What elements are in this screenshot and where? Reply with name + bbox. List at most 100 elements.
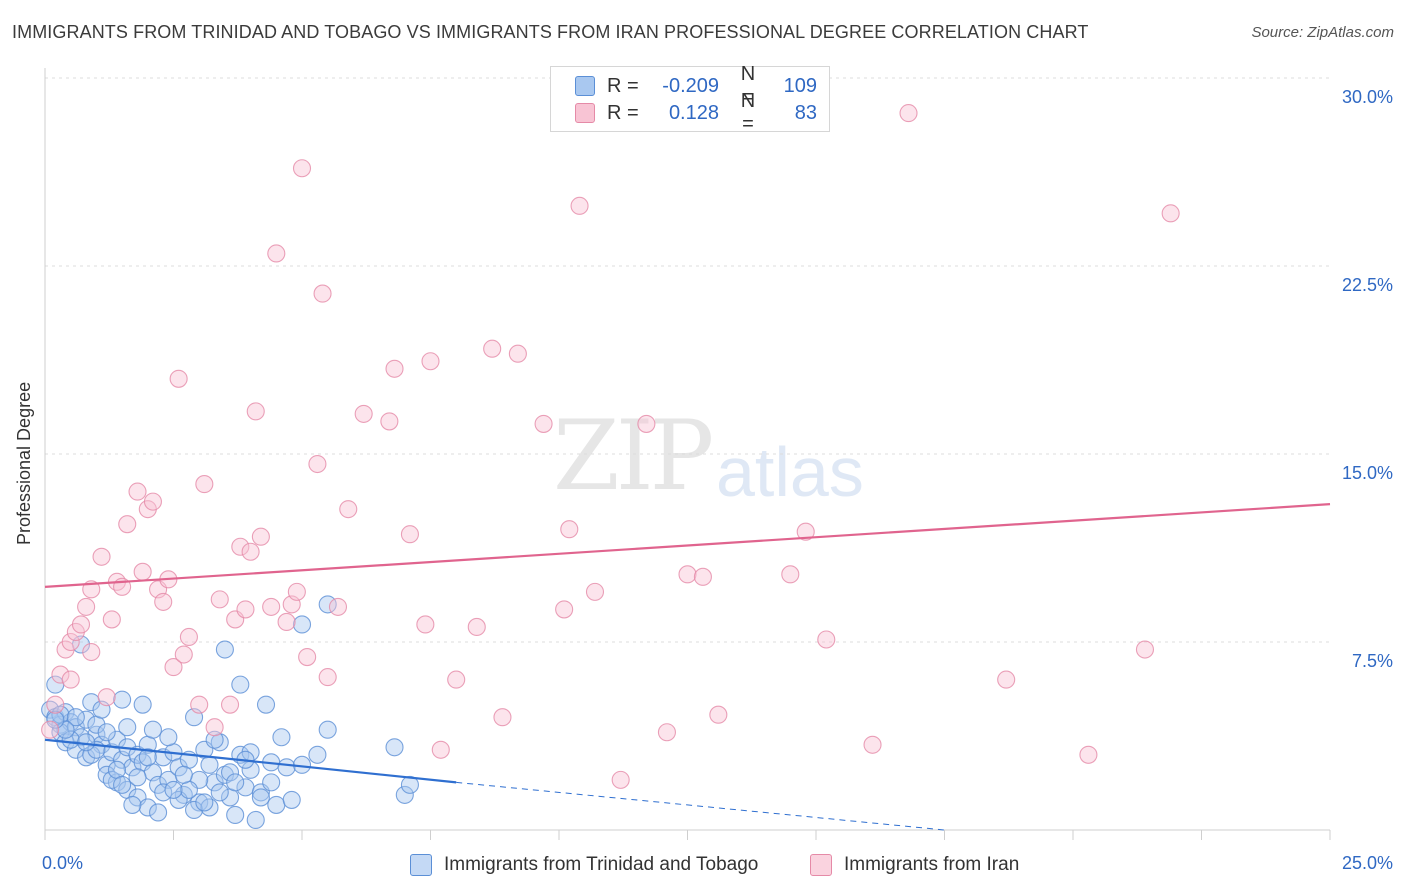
legend-r-label: R =	[607, 74, 639, 97]
chart-title: IMMIGRANTS FROM TRINIDAD AND TOBAGO VS I…	[12, 22, 1089, 42]
point-iran	[143, 492, 162, 511]
point-iran	[102, 610, 121, 629]
point-iran	[236, 600, 255, 619]
point-iran	[154, 592, 173, 611]
point-iran	[71, 615, 91, 634]
point-trinidad	[77, 710, 96, 729]
point-trinidad	[46, 710, 65, 729]
point-trinidad	[200, 755, 219, 774]
point-iran	[92, 547, 111, 566]
point-iran	[570, 196, 589, 215]
point-iran	[246, 402, 265, 421]
point-iran	[220, 695, 240, 714]
point-trinidad	[395, 785, 414, 804]
point-trinidad	[138, 748, 157, 767]
point-iran	[1161, 204, 1180, 223]
x-tick-label: 25.0%	[1342, 853, 1393, 873]
point-iran	[447, 670, 466, 689]
y-axis-label: Professional Degree	[14, 381, 34, 545]
point-trinidad	[118, 718, 137, 737]
point-iran	[298, 647, 317, 667]
point-iran	[231, 537, 250, 556]
legend-row-trinidad: R = -0.209 N = 109	[575, 63, 817, 108]
point-iran	[328, 597, 348, 616]
source-label: Source: ZipAtlas.com	[1251, 24, 1394, 41]
point-iran	[262, 597, 281, 616]
point-iran	[483, 339, 502, 358]
point-trinidad	[107, 773, 127, 792]
point-trinidad	[174, 765, 193, 784]
point-iran	[118, 515, 137, 534]
point-trinidad	[210, 783, 229, 802]
point-iran	[190, 695, 209, 714]
legend-item-trinidad[interactable]: Immigrants from Trinidad and Tobago	[410, 851, 758, 879]
point-iran	[508, 344, 527, 363]
point-iran	[179, 627, 198, 647]
point-trinidad	[174, 785, 193, 804]
point-iran	[380, 412, 399, 431]
legend-row-iran: R = 0.128 N = 83	[575, 90, 817, 135]
point-iran	[277, 612, 296, 631]
point-iran	[863, 735, 882, 754]
legend-r-value-iran: 0.128	[668, 101, 719, 124]
y-tick-label: 7.5%	[1352, 651, 1393, 671]
point-iran	[899, 104, 918, 123]
point-trinidad	[164, 780, 183, 799]
point-trinidad	[318, 720, 337, 739]
point-trinidad	[113, 775, 132, 794]
legend-swatch-trinidad	[575, 76, 595, 96]
point-iran	[611, 770, 630, 789]
point-iran	[693, 567, 712, 586]
point-trinidad	[97, 765, 116, 784]
point-iran	[46, 695, 65, 714]
point-iran	[493, 708, 512, 727]
point-trinidad	[251, 788, 270, 807]
point-trinidad	[61, 730, 80, 749]
point-trinidad	[308, 745, 327, 764]
point-iran	[51, 665, 70, 684]
point-trinidad	[292, 615, 312, 634]
legend-n-value-trinidad: 109	[783, 74, 817, 97]
point-iran	[555, 600, 574, 619]
point-trinidad	[282, 790, 301, 809]
point-trinidad	[179, 780, 198, 799]
point-iran	[77, 597, 96, 616]
point-trinidad	[215, 765, 234, 784]
point-iran	[82, 642, 101, 662]
point-trinidad	[77, 733, 96, 752]
legend-n-label: N =	[740, 63, 756, 108]
point-iran	[416, 615, 435, 634]
point-iran	[781, 565, 800, 584]
legend-item-iran[interactable]: Immigrants from Iran	[810, 851, 1019, 879]
point-trinidad	[143, 720, 162, 739]
trendline-trinidad-extension	[456, 781, 945, 831]
point-iran	[560, 520, 579, 539]
series-legend: Immigrants from Trinidad and Tobago Immi…	[0, 851, 1406, 879]
point-iran	[421, 352, 440, 371]
point-trinidad	[128, 768, 147, 787]
point-iran	[174, 645, 193, 664]
legend-r-value-trinidad: -0.209	[662, 74, 719, 97]
point-iran	[241, 542, 260, 561]
point-trinidad	[138, 798, 157, 817]
watermark-atlas: atlas	[716, 433, 864, 511]
point-trinidad	[318, 595, 337, 614]
legend-r-label: R =	[607, 101, 639, 124]
point-iran	[313, 284, 332, 303]
point-trinidad	[113, 690, 132, 709]
point-trinidad	[400, 775, 419, 794]
legend-n-label: N =	[740, 90, 756, 135]
point-iran	[61, 670, 80, 689]
point-iran	[41, 720, 60, 739]
point-iran	[97, 688, 116, 707]
legend-label-iran: Immigrants from Iran	[844, 854, 1020, 875]
point-trinidad	[66, 708, 85, 727]
point-trinidad	[133, 695, 152, 714]
point-trinidad	[87, 725, 106, 744]
y-tick-label: 15.0%	[1342, 463, 1393, 483]
point-trinidad	[246, 810, 265, 830]
point-trinidad	[226, 805, 245, 825]
legend-swatch-iran	[810, 854, 832, 876]
point-iran	[796, 522, 815, 541]
point-trinidad	[220, 763, 240, 782]
